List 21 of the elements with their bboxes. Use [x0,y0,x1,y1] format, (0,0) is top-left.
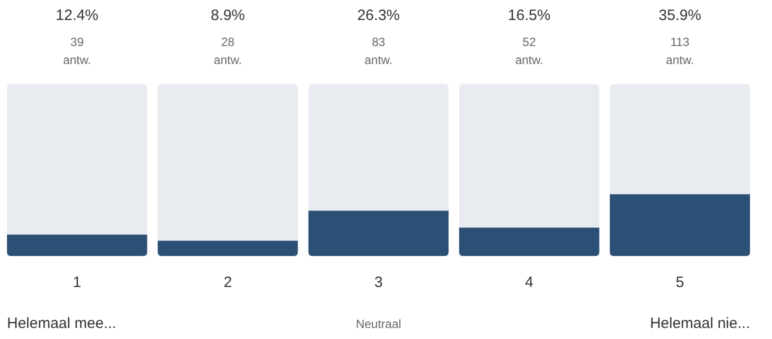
text: 39 antw. [63,35,92,67]
bar [459,228,600,256]
text: 28 antw. [214,35,242,67]
x-tick-label: 2 [224,274,232,291]
text: 52 antw. [515,35,544,67]
text: Helemaal mee... [7,315,116,332]
text: 113 antw. [666,35,694,67]
data-label: 26.3% [357,7,400,24]
bar [7,234,148,256]
x-tick-label: 3 [374,274,383,291]
x-tick-label: 4 [525,274,534,291]
data-label: 12.4% [56,7,98,24]
text: 83 antw. [364,35,393,67]
data-label: 35.9% [658,7,702,24]
x-tick-label: 1 [72,274,82,291]
x-tick-label: 5 [676,274,684,291]
data-label: 16.5% [508,7,550,24]
text: Helemaal nie... [650,315,750,332]
text: Neutraal [356,317,402,331]
data-label: 8.9% [210,7,245,24]
bar [158,240,298,256]
